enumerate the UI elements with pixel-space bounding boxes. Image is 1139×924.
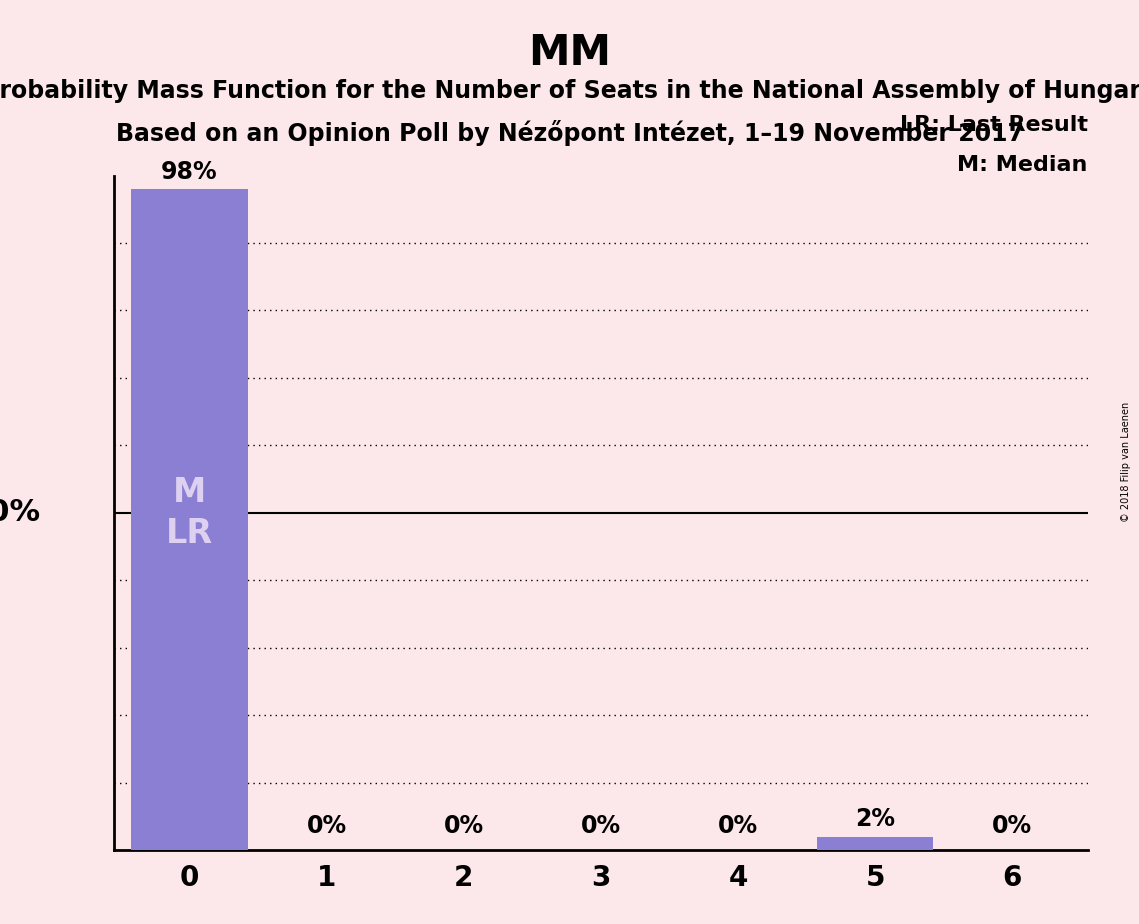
- Text: Based on an Opinion Poll by Nézőpont Intézet, 1–19 November 2017: Based on an Opinion Poll by Nézőpont Int…: [115, 120, 1024, 146]
- Text: 50%: 50%: [0, 498, 41, 528]
- Text: © 2018 Filip van Laenen: © 2018 Filip van Laenen: [1121, 402, 1131, 522]
- Text: 0%: 0%: [306, 814, 346, 838]
- Text: 0%: 0%: [581, 814, 621, 838]
- Text: M: Median: M: Median: [958, 155, 1088, 176]
- Text: 98%: 98%: [161, 160, 218, 184]
- Text: 0%: 0%: [992, 814, 1032, 838]
- Text: 0%: 0%: [718, 814, 759, 838]
- Text: MM: MM: [528, 32, 611, 74]
- Text: 0%: 0%: [443, 814, 484, 838]
- Bar: [817, 836, 934, 850]
- Text: 2%: 2%: [855, 808, 895, 832]
- Text: LR: Last Result: LR: Last Result: [900, 115, 1088, 135]
- Text: M
LR: M LR: [166, 476, 213, 550]
- Bar: [131, 189, 247, 850]
- Text: Probability Mass Function for the Number of Seats in the National Assembly of Hu: Probability Mass Function for the Number…: [0, 79, 1139, 103]
